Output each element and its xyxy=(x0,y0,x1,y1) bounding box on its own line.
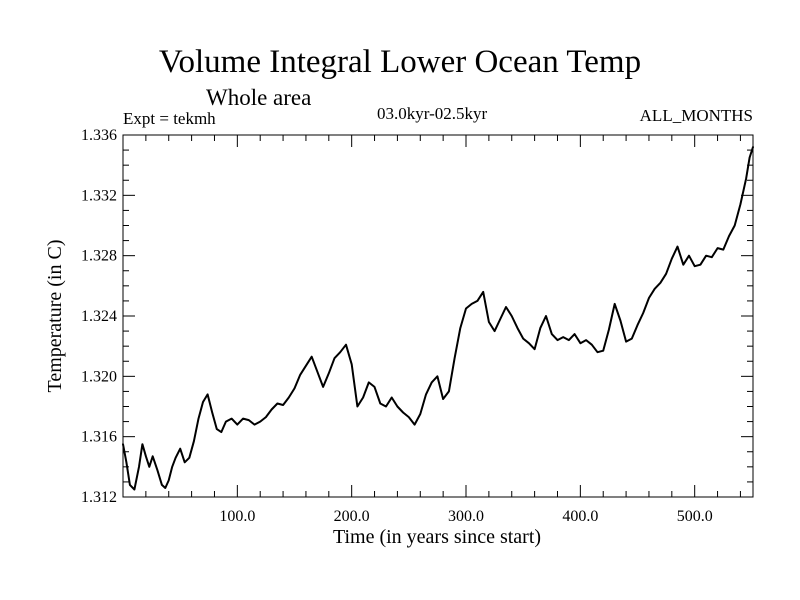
tick-marks xyxy=(123,135,753,497)
x-tick-label: 500.0 xyxy=(677,508,713,525)
x-axis-label: Time (in years since start) xyxy=(332,526,542,548)
x-tick-label: 100.0 xyxy=(219,508,255,525)
tick-labels: 100.0 200.0 300.0 400.0 500.0 1.312 1.316 1.320… xyxy=(81,127,713,525)
x-tick-label: 400.0 xyxy=(562,508,598,525)
x-tick-label: 300.0 xyxy=(448,508,484,525)
y-tick-label: 1.320 xyxy=(81,368,117,385)
experiment-label: Expt = tekmh xyxy=(123,109,216,128)
y-tick-label: 1.332 xyxy=(81,187,117,204)
plot-frame xyxy=(122,134,754,498)
temperature-series-line xyxy=(122,146,754,491)
y-tick-label: 1.312 xyxy=(81,489,117,506)
y-tick-label: 1.324 xyxy=(81,308,117,325)
chart-subtitle: Whole area xyxy=(206,85,312,110)
y-tick-label: 1.336 xyxy=(81,127,117,144)
months-label: ALL_MONTHS xyxy=(639,106,753,125)
x-tick-label: 200.0 xyxy=(334,508,370,525)
y-tick-label: 1.328 xyxy=(81,248,117,265)
y-axis-label: Temperature (in C) xyxy=(44,239,66,393)
y-tick-label: 1.316 xyxy=(81,429,117,446)
chart-title: Volume Integral Lower Ocean Temp xyxy=(158,44,642,80)
period-label: 03.0kyr-02.5kyr xyxy=(377,104,488,123)
